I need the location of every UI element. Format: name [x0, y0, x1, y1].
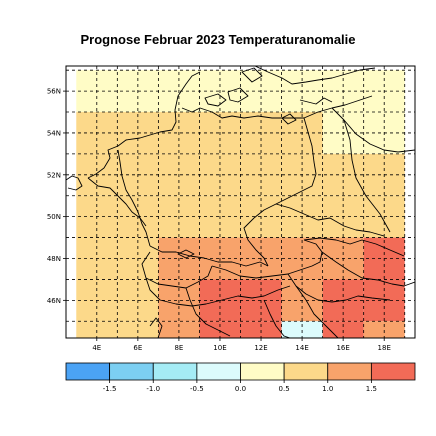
- latitude-label: 46N: [47, 297, 61, 305]
- map-title: Prognose Februar 2023 Temperaturanomalie: [80, 32, 356, 47]
- graticule: [66, 66, 415, 338]
- longitude-label: 16E: [336, 344, 349, 352]
- anomaly-cell: [199, 321, 241, 338]
- longitude-label: 18E: [378, 344, 391, 352]
- longitude-ticks: [96, 338, 385, 341]
- colorbar-tick-label: 0.5: [279, 385, 290, 393]
- latitude-label: 54N: [47, 129, 61, 137]
- colorbar-swatch: [327, 362, 372, 381]
- latitude-label: 52N: [47, 171, 61, 179]
- anomaly-cell: [363, 321, 405, 338]
- colorbar-tick-label: 0.0: [235, 385, 246, 393]
- latitude-ticks: [63, 90, 66, 301]
- anomaly-cell: [240, 321, 282, 338]
- map-frame: [65, 65, 416, 339]
- anomaly-cell: [76, 321, 118, 338]
- colorbar-swatch: [240, 362, 285, 381]
- colorbar-swatch: [196, 362, 241, 381]
- anomaly-cell: [281, 321, 323, 338]
- colorbar-swatch: [370, 362, 416, 381]
- colorbar-tick-label: -1.0: [146, 385, 160, 393]
- colorbar-legend: [65, 362, 416, 381]
- longitude-label: 14E: [295, 344, 308, 352]
- colorbar-tick-label: -0.5: [190, 385, 204, 393]
- longitude-label: 10E: [213, 344, 226, 352]
- colorbar-tick-label: -1.5: [103, 385, 117, 393]
- latitude-label: 56N: [47, 88, 61, 96]
- anomaly-cell: [117, 321, 159, 338]
- colorbar-swatch: [152, 362, 198, 381]
- anomaly-cell: [158, 321, 200, 338]
- longitude-label: 12E: [254, 344, 267, 352]
- colorbar-swatch: [109, 362, 154, 381]
- longitude-label: 6E: [133, 344, 142, 352]
- coastlines-and-borders: [66, 66, 415, 338]
- colorbar-tick-label: 1.0: [322, 385, 333, 393]
- longitude-label: 8E: [174, 344, 183, 352]
- colorbar-tick-label: 1.5: [366, 385, 377, 393]
- colorbar-swatch: [283, 362, 329, 381]
- anomaly-cell: [322, 321, 364, 338]
- latitude-label: 50N: [47, 213, 61, 221]
- longitude-label: 4E: [92, 344, 101, 352]
- colorbar-swatch: [65, 362, 111, 381]
- longitude-labels: 4E 6E 8E 10E 12E 14E 16E 18E: [92, 344, 391, 352]
- colorbar-tick-labels: -1.5 -1.0 -0.5 0.0 0.5 1.0 1.5: [103, 380, 377, 393]
- latitude-labels: 56N 54N 52N 50N 48N 46N: [47, 88, 61, 305]
- latitude-label: 48N: [47, 255, 61, 263]
